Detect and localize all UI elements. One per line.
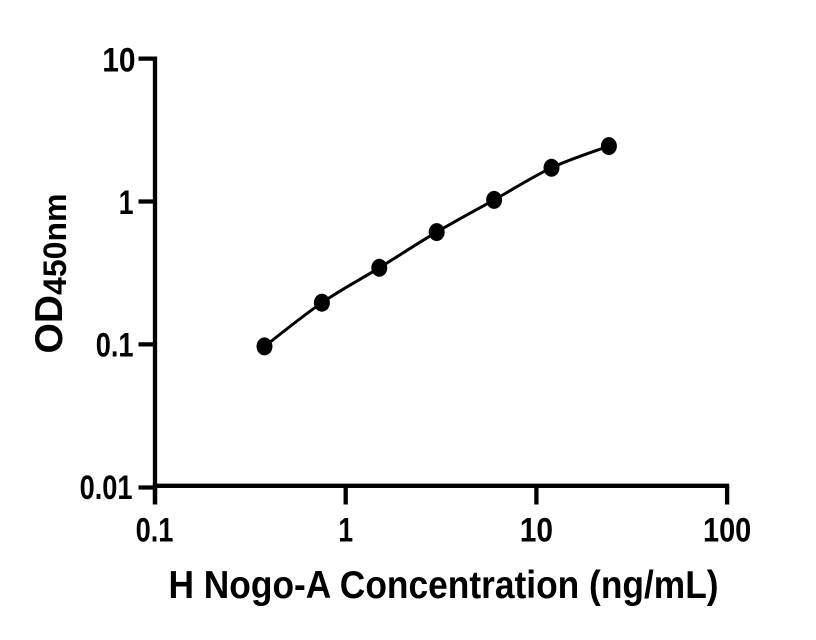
svg-text:H Nogo-A Concentration (ng/mL): H Nogo-A Concentration (ng/mL) (168, 562, 718, 606)
svg-text:0.1: 0.1 (96, 326, 134, 365)
svg-text:OD450nm: OD450nm (28, 194, 73, 354)
svg-text:100: 100 (703, 510, 751, 549)
svg-text:10: 10 (102, 41, 135, 79)
svg-text:0.01: 0.01 (80, 468, 133, 507)
svg-text:10: 10 (520, 511, 553, 549)
svg-text:1: 1 (119, 184, 134, 222)
svg-text:0.1: 0.1 (136, 510, 174, 549)
svg-text:1: 1 (338, 511, 353, 549)
